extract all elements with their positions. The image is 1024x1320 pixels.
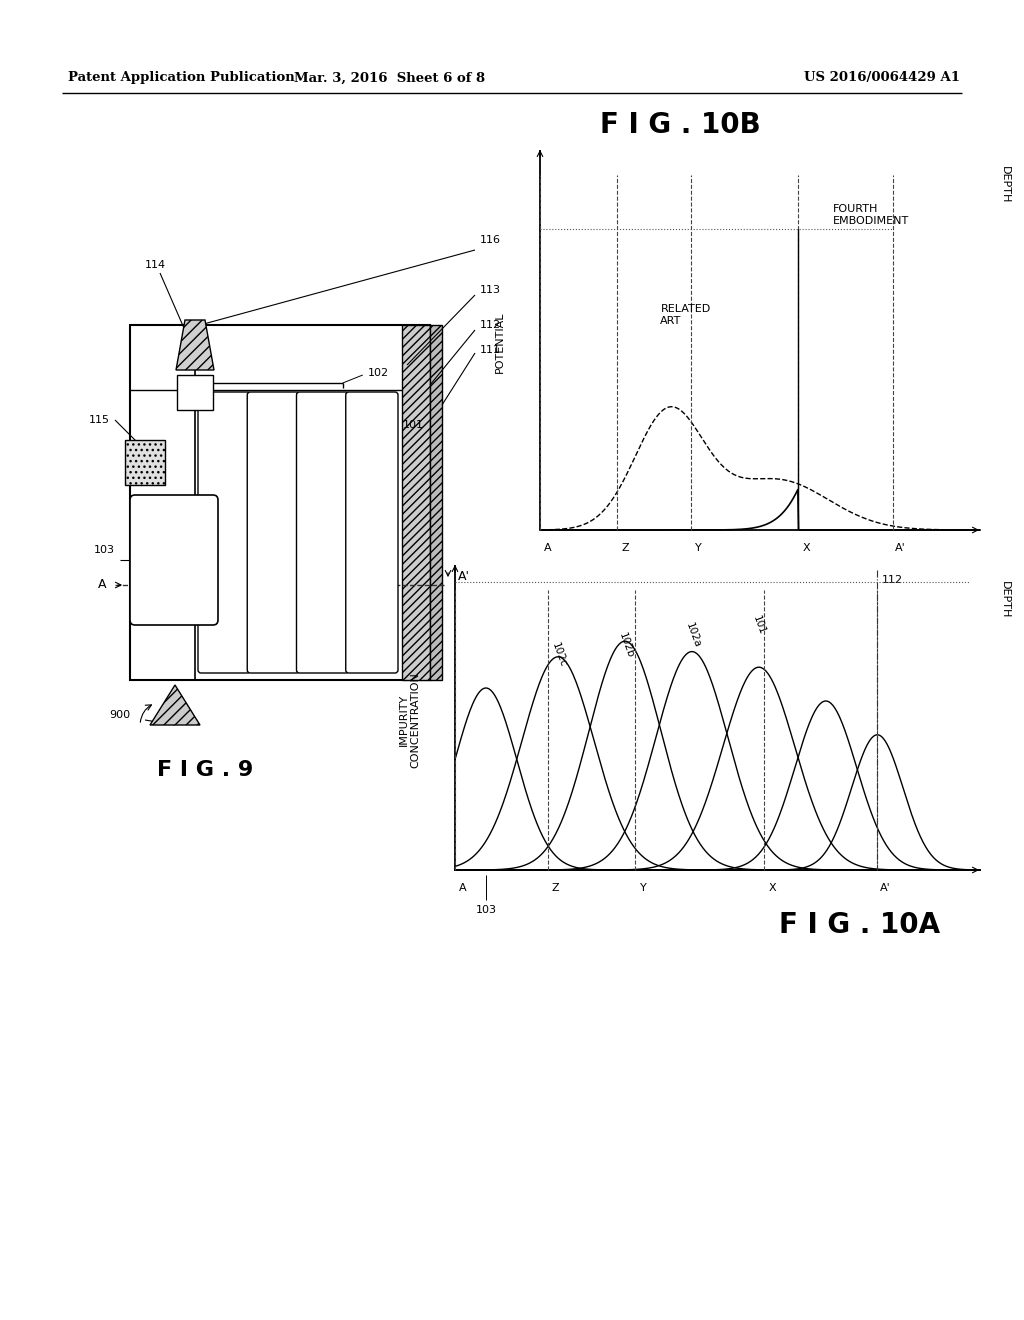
Text: Mar. 3, 2016  Sheet 6 of 8: Mar. 3, 2016 Sheet 6 of 8 bbox=[295, 71, 485, 84]
Text: 900: 900 bbox=[109, 710, 130, 719]
Text: Y: Y bbox=[695, 543, 701, 553]
Text: Patent Application Publication: Patent Application Publication bbox=[68, 71, 295, 84]
Text: DEPTH: DEPTH bbox=[1000, 581, 1010, 619]
FancyBboxPatch shape bbox=[198, 392, 250, 673]
Text: 111: 111 bbox=[480, 345, 501, 355]
Bar bbox=[130, 325, 430, 680]
Text: 101: 101 bbox=[402, 420, 423, 430]
Text: 103: 103 bbox=[94, 545, 115, 554]
Text: X: X bbox=[802, 543, 810, 553]
Bar bbox=[177, 375, 213, 411]
Text: 102c: 102c bbox=[550, 642, 568, 669]
Bar bbox=[125, 440, 165, 484]
Text: 102b: 102b bbox=[282, 436, 303, 465]
Text: 112: 112 bbox=[480, 319, 501, 330]
FancyBboxPatch shape bbox=[346, 392, 398, 673]
Bar bbox=[402, 325, 430, 680]
Text: US 2016/0064429 A1: US 2016/0064429 A1 bbox=[804, 71, 961, 84]
Text: 101: 101 bbox=[751, 614, 767, 636]
Text: 102b: 102b bbox=[616, 631, 635, 659]
Text: POTENTIAL: POTENTIAL bbox=[495, 312, 505, 372]
Text: A: A bbox=[544, 543, 552, 553]
Text: Z: Z bbox=[622, 543, 629, 553]
Text: A': A' bbox=[895, 543, 906, 553]
Text: IMPURITY
CONCENTRATION: IMPURITY CONCENTRATION bbox=[399, 672, 421, 768]
Text: A': A' bbox=[458, 570, 470, 583]
Bar bbox=[430, 325, 442, 680]
Text: DEPTH: DEPTH bbox=[1000, 166, 1010, 203]
Text: 102a: 102a bbox=[684, 620, 702, 649]
Text: 103: 103 bbox=[475, 906, 497, 915]
Text: X: X bbox=[768, 883, 776, 894]
Text: Y: Y bbox=[640, 883, 646, 894]
FancyBboxPatch shape bbox=[247, 392, 299, 673]
Text: 113: 113 bbox=[480, 285, 501, 294]
FancyBboxPatch shape bbox=[297, 392, 349, 673]
Text: Z: Z bbox=[552, 883, 559, 894]
Text: 102c: 102c bbox=[229, 441, 250, 470]
Text: 112: 112 bbox=[883, 576, 903, 585]
Text: 116: 116 bbox=[480, 235, 501, 246]
Text: F I G . 10B: F I G . 10B bbox=[600, 111, 761, 139]
Text: F I G . 10A: F I G . 10A bbox=[779, 911, 940, 939]
Text: 102: 102 bbox=[368, 368, 389, 378]
Text: F I G . 9: F I G . 9 bbox=[157, 760, 253, 780]
Text: A: A bbox=[97, 578, 106, 591]
Text: RELATED
ART: RELATED ART bbox=[660, 304, 711, 326]
Text: A: A bbox=[459, 883, 467, 894]
FancyBboxPatch shape bbox=[130, 495, 218, 624]
Text: 102a: 102a bbox=[335, 430, 356, 459]
Polygon shape bbox=[150, 685, 200, 725]
Text: FOURTH
EMBODIMENT: FOURTH EMBODIMENT bbox=[833, 205, 908, 226]
Text: 114: 114 bbox=[145, 260, 166, 271]
Polygon shape bbox=[176, 319, 214, 370]
Text: 115: 115 bbox=[89, 414, 110, 425]
Text: A': A' bbox=[880, 883, 891, 894]
